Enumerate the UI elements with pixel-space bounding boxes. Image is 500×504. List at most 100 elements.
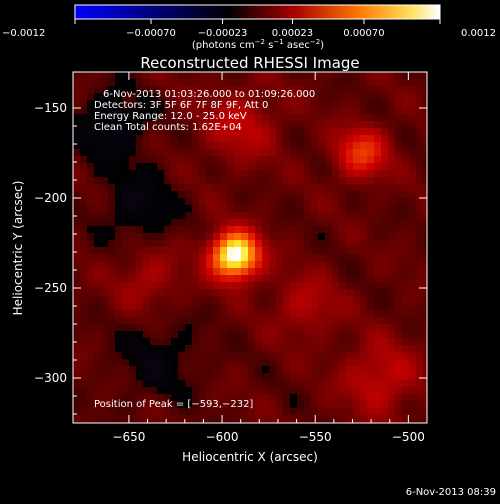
heatmap-cell [213, 93, 221, 101]
heatmap-cell [157, 338, 165, 346]
heatmap-cell [325, 205, 333, 213]
heatmap-cell [234, 254, 242, 262]
heatmap-cell [87, 198, 95, 206]
heatmap-cell [220, 212, 228, 220]
heatmap-cell [150, 366, 158, 374]
heatmap-cell [115, 261, 123, 269]
heatmap-cell [255, 184, 263, 192]
heatmap-cell [423, 86, 427, 94]
heatmap-cell [136, 247, 144, 255]
heatmap-cell [185, 359, 193, 367]
heatmap-cell [115, 345, 123, 353]
heatmap-cell [353, 317, 361, 325]
heatmap-cell [416, 345, 424, 353]
heatmap-cell [262, 128, 270, 136]
heatmap-cell [164, 359, 172, 367]
heatmap-cell [87, 275, 95, 283]
heatmap-cell [164, 415, 172, 423]
heatmap-cell [283, 254, 291, 262]
heatmap-cell [262, 114, 270, 122]
heatmap-cell [199, 282, 207, 290]
heatmap-cell [185, 338, 193, 346]
heatmap-cell [395, 331, 403, 339]
heatmap-cell [416, 107, 424, 115]
heatmap-cell [325, 415, 333, 423]
heatmap-cell [409, 415, 417, 423]
heatmap-cell [353, 310, 361, 318]
heatmap-cell [318, 415, 326, 423]
heatmap-cell [276, 233, 284, 241]
heatmap-cell [227, 135, 235, 143]
heatmap-cell [206, 373, 214, 381]
heatmap-cell [199, 107, 207, 115]
heatmap-cell [304, 107, 312, 115]
heatmap-cell [262, 72, 270, 80]
heatmap-cell [367, 345, 375, 353]
heatmap-cell [353, 79, 361, 87]
heatmap-cell [164, 254, 172, 262]
heatmap-cell [416, 121, 424, 129]
heatmap-cell [269, 79, 277, 87]
heatmap-cell [395, 219, 403, 227]
heatmap-cell [157, 380, 165, 388]
heatmap-cell [220, 184, 228, 192]
heatmap-cell [150, 380, 158, 388]
heatmap-cell [346, 114, 354, 122]
heatmap-cell [164, 352, 172, 360]
heatmap-cell [339, 86, 347, 94]
heatmap-cell [171, 254, 179, 262]
heatmap-cell [80, 79, 88, 87]
heatmap-cell [220, 268, 228, 276]
heatmap-cell [73, 219, 81, 227]
heatmap-cell [332, 184, 340, 192]
heatmap-cell [332, 72, 340, 80]
heatmap-cell [423, 352, 427, 360]
heatmap-cell [304, 198, 312, 206]
heatmap-cell [318, 240, 326, 248]
heatmap-cell [325, 345, 333, 353]
heatmap-cell [283, 366, 291, 374]
heatmap-cell [374, 296, 382, 304]
heatmap-cell [262, 282, 270, 290]
heatmap-cell [220, 261, 228, 269]
heatmap-cell [108, 198, 116, 206]
heatmap-cell [164, 261, 172, 269]
heatmap-cell [122, 254, 130, 262]
heatmap-cell [346, 212, 354, 220]
heatmap-cell [388, 247, 396, 255]
heatmap-cell [115, 401, 123, 409]
heatmap-cell [122, 387, 130, 395]
heatmap-cell [185, 191, 193, 199]
heatmap-cell [290, 296, 298, 304]
heatmap-cell [276, 366, 284, 374]
heatmap-cell [402, 380, 410, 388]
heatmap-cell [115, 233, 123, 241]
heatmap-cell [423, 177, 427, 185]
heatmap-cell [325, 191, 333, 199]
heatmap-cell [171, 170, 179, 178]
heatmap-cell [143, 198, 151, 206]
heatmap-cell [206, 303, 214, 311]
heatmap-cell [262, 303, 270, 311]
heatmap-cell [178, 184, 186, 192]
heatmap-cell [150, 100, 158, 108]
heatmap-cell [311, 86, 319, 94]
heatmap-cell [227, 310, 235, 318]
heatmap-cell [87, 366, 95, 374]
heatmap-cell [255, 317, 263, 325]
heatmap-cell [101, 219, 109, 227]
heatmap-cell [157, 212, 165, 220]
heatmap-cell [339, 366, 347, 374]
heatmap-cell [206, 107, 214, 115]
heatmap-cell [416, 114, 424, 122]
heatmap-cell [381, 366, 389, 374]
heatmap-cell [332, 317, 340, 325]
heatmap-cell [136, 254, 144, 262]
heatmap-cell [206, 93, 214, 101]
heatmap-cell [199, 156, 207, 164]
heatmap-cell [185, 212, 193, 220]
heatmap-cell [395, 121, 403, 129]
heatmap-cell [297, 100, 305, 108]
heatmap-cell [150, 156, 158, 164]
heatmap-cell [388, 345, 396, 353]
